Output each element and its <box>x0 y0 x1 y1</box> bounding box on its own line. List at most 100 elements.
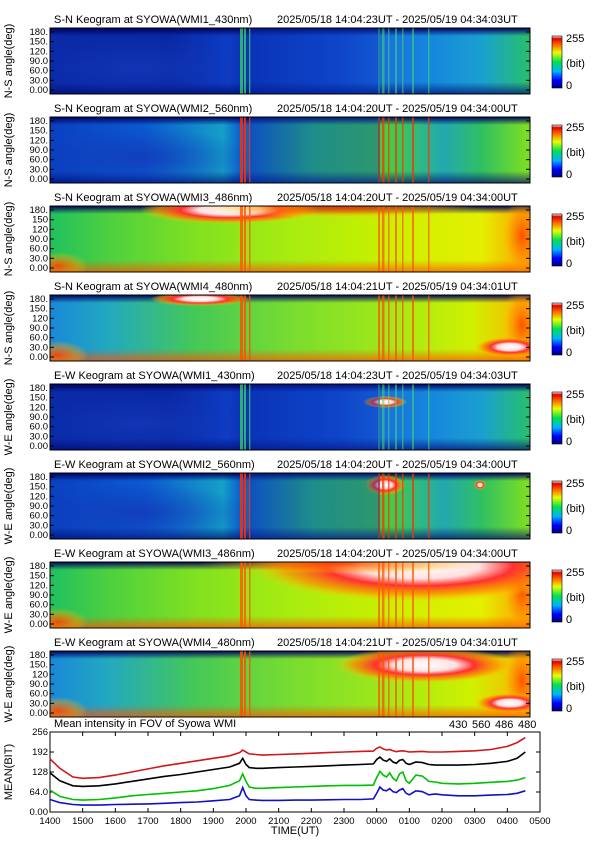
panel-tick-label: 60.0 <box>30 600 49 611</box>
colorbar-unit-label: (bit) <box>566 681 585 693</box>
panel-tick-label: 150. <box>30 393 49 404</box>
panel-tick-label: 120. <box>30 402 49 413</box>
panel-tick-label: 90.0 <box>30 412 49 423</box>
legend-entry-430: 430 <box>449 719 467 731</box>
mean-plot-legend: 430 560 486 480 <box>449 719 536 731</box>
keogram-panel-3: S-N Keogram at SYOWA(WMI3_486nm) 2025/05/… <box>3 192 585 276</box>
keogram-image <box>50 651 530 717</box>
colorbar: 255 (bit) 0 <box>551 300 585 359</box>
panel-tick-label: 60.0 <box>30 689 49 700</box>
panel-tick-label: 180. <box>30 561 49 572</box>
panel-ylabel: W-E angle(deg) <box>3 646 15 723</box>
colorbar-gradient <box>551 391 563 445</box>
panel-tick-label: 150. <box>30 304 49 315</box>
panel-tick-label: 30.0 <box>30 164 49 175</box>
panel-tick-label: 150. <box>30 571 49 582</box>
panel-tick-label: 120. <box>30 46 49 57</box>
mean-y-tick-label: 192 <box>32 747 48 758</box>
colorbar: 255 (bit) 0 <box>551 33 585 92</box>
keogram-image <box>50 206 530 272</box>
panel-ylabel: N-S angle(deg) <box>3 291 15 366</box>
colorbar-unit-label: (bit) <box>566 325 585 337</box>
panel-time-range: 2025/05/18 14:04:20UT - 2025/05/19 04:34… <box>277 548 518 560</box>
colorbar: 255 (bit) 0 <box>551 656 585 715</box>
legend-entry-560: 560 <box>472 719 490 731</box>
panel-tick-label: 120 <box>32 669 48 680</box>
mean-x-tick-label: 2100 <box>268 816 289 827</box>
panel-tick-label: 90.0 <box>30 590 49 601</box>
mean-x-tick-label: 0400 <box>497 816 518 827</box>
colorbar-min-label: 0 <box>566 525 572 537</box>
panel-title: S-N Keogram at SYOWA(WMI2_560nm) <box>54 103 252 115</box>
colorbar-min-label: 0 <box>566 703 572 715</box>
keogram-panel-8: E-W Keogram at SYOWA(WMI4_480nm) 2025/05/… <box>3 637 585 723</box>
mean-plot-series <box>49 736 526 806</box>
panel-tick-label: 180. <box>30 27 49 38</box>
panel-ylabel: W-E angle(deg) <box>3 557 15 634</box>
panel-time-range: 2025/05/18 14:04:20UT - 2025/05/19 04:34… <box>277 192 518 204</box>
mean-y-tick-label: 64.0 <box>30 787 49 798</box>
panel-tick-label: 0.00 <box>30 619 49 630</box>
colorbar-gradient <box>551 569 563 623</box>
panel-tick-label: 90.0 <box>30 679 49 690</box>
mean-plot-xlabel: TIME(UT) <box>271 825 319 837</box>
colorbar: 255 (bit) 0 <box>551 389 585 448</box>
panel-tick-label: 120. <box>30 580 49 591</box>
mean-x-tick-label: 0200 <box>431 816 452 827</box>
panel-tick-label: 150 <box>32 215 48 226</box>
panel-title: E-W Keogram at SYOWA(WMI2_560nm) <box>54 459 255 471</box>
colorbar-min-label: 0 <box>566 614 572 626</box>
colorbar: 255 (bit) 0 <box>551 122 585 181</box>
mean-x-tick-label: 1900 <box>203 816 224 827</box>
panel-tick-label: 60.0 <box>30 511 49 522</box>
colorbar-gradient <box>551 213 563 267</box>
mean-x-tick-label: 0000 <box>366 816 387 827</box>
series-line-480 <box>49 751 526 788</box>
keogram-panels: S-N Keogram at SYOWA(WMI1_430nm) 2025/05/… <box>3 14 585 723</box>
mean-x-tick-label: 1600 <box>105 816 126 827</box>
legend-entry-480: 480 <box>518 719 536 731</box>
colorbar-unit-label: (bit) <box>566 58 585 70</box>
panel-tick-label: 180. <box>30 383 49 394</box>
mean-y-tick-label: 256 <box>32 727 48 738</box>
mean-y-tick-label: 128 <box>32 767 48 778</box>
colorbar-max-label: 255 <box>566 211 584 223</box>
panel-ylabel: W-E angle(deg) <box>3 468 15 545</box>
colorbar-unit-label: (bit) <box>566 414 585 426</box>
colorbar-gradient <box>551 658 563 712</box>
colorbar-max-label: 255 <box>566 122 584 134</box>
panel-tick-label: 180. <box>30 472 49 483</box>
keogram-panel-2: S-N Keogram at SYOWA(WMI2_560nm) 2025/05/… <box>3 103 585 187</box>
keogram-image <box>50 384 530 450</box>
panel-tick-label: 60.0 <box>30 333 49 344</box>
panel-time-range: 2025/05/18 14:04:21UT - 2025/05/19 04:34… <box>277 281 518 293</box>
panel-tick-label: 0.00 <box>30 708 49 719</box>
panel-tick-label: 30.0 <box>30 520 49 531</box>
mean-plot-ylabel: MEAN(BIT) <box>3 744 15 800</box>
colorbar-gradient <box>551 480 563 534</box>
legend-entry-486: 486 <box>495 719 513 731</box>
panel-tick-label: 180. <box>30 294 49 305</box>
panel-time-range: 2025/05/18 14:04:23UT - 2025/05/19 04:34… <box>277 370 518 382</box>
panel-tick-label: 0.00 <box>30 352 49 363</box>
colorbar-max-label: 255 <box>566 33 584 45</box>
panel-ylabel: N-S angle(deg) <box>3 24 15 99</box>
mean-x-tick-label: 1700 <box>137 816 158 827</box>
panel-title: E-W Keogram at SYOWA(WMI1_430nm) <box>54 370 255 382</box>
panel-tick-label: 180. <box>30 650 49 661</box>
panel-tick-label: 90.0 <box>30 234 49 245</box>
panel-tick-label: 120. <box>30 491 49 502</box>
series-line-560 <box>49 769 526 801</box>
panel-title: S-N Keogram at SYOWA(WMI1_430nm) <box>54 14 252 26</box>
panel-tick-label: 150. <box>30 37 49 48</box>
keogram-panel-7: E-W Keogram at SYOWA(WMI3_486nm) 2025/05/… <box>3 548 585 634</box>
mean-x-tick-label: 0100 <box>399 816 420 827</box>
panel-tick-label: 120 <box>32 224 48 235</box>
mean-intensity-plot: Mean intensity in FOV of Syowa WMI 430 5… <box>3 718 551 837</box>
panel-tick-label: 30.0 <box>30 609 49 620</box>
colorbar-max-label: 255 <box>566 656 584 668</box>
panel-tick-label: 150. <box>30 660 49 671</box>
panel-tick-label: 90.0 <box>30 145 49 156</box>
panel-time-range: 2025/05/18 14:04:20UT - 2025/05/19 04:34… <box>277 459 518 471</box>
colorbar-gradient <box>551 124 563 178</box>
